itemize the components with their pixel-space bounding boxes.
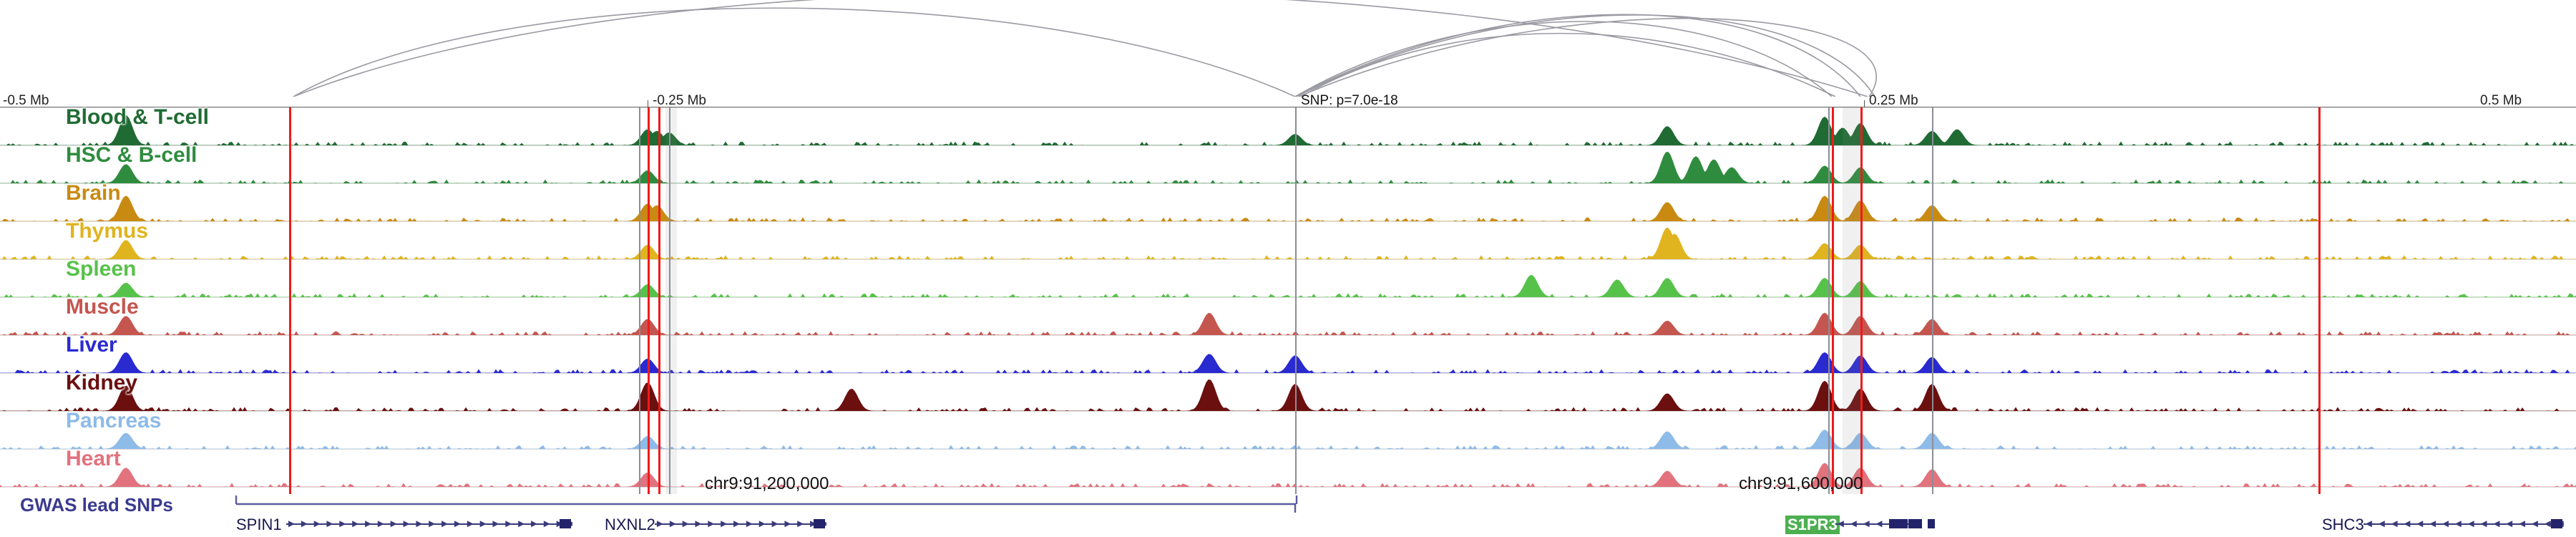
signal-profile (0, 312, 2576, 335)
gene-label[interactable]: S1PR3 (1785, 516, 1840, 534)
track-label-hsc-b-cell: HSC & B-cell (66, 143, 197, 167)
gene-exon (1928, 519, 1935, 528)
gene-exon (1889, 519, 1908, 528)
gwas-label: GWAS lead SNPs (20, 494, 173, 516)
signal-track: Liver (0, 333, 2576, 374)
signal-profile (0, 115, 2576, 145)
signal-profile (0, 352, 2576, 373)
gene-strand-arrows: ◄◄◄◄◄◄◄◄◄◄◄◄◄◄◄◄◄◄◄◄◄◄◄ (2363, 518, 2564, 530)
signal-profile (0, 430, 2576, 449)
ruler-tick-mark (1864, 100, 1865, 107)
track-label-pancreas: Pancreas (66, 409, 162, 432)
gene-body-line (286, 523, 572, 525)
gene-body-line (2363, 523, 2564, 525)
signal-profile (0, 379, 2576, 411)
signal-track: HSC & B-cell (0, 143, 2576, 184)
gene-track: SPIN1 ►►►►►►►►►►►►►►►►►►►►►►►►►►►►►►►►► NX… (0, 514, 2576, 537)
bottom-coordinates: chr9:91,200,000 chr9:91,600,000 (0, 474, 2576, 493)
track-label-kidney: Kidney (66, 371, 138, 395)
gwas-lead-snps-row: GWAS lead SNPs (0, 494, 2576, 516)
gene-body-line (1835, 523, 1921, 525)
signal-track: Muscle (0, 295, 2576, 336)
gene-strand-arrows: ►►►►►►►►►►►►►►►►►►►► (655, 518, 826, 530)
gene-exon (2551, 519, 2562, 528)
gene-exon (814, 519, 825, 528)
coordinate-label-right: chr9:91,600,000 (1739, 474, 1863, 493)
signal-track: Pancreas (0, 409, 2576, 450)
gene-strand-arrows: ►►►►►►►►►►►►►►►►►►►►►►►►►►►►►►►►► (286, 518, 572, 530)
coordinate-ruler: -0.5 Mb -0.25 Mb 0.25 Mb 0.5 Mb (0, 92, 2576, 108)
signal-profile (0, 151, 2576, 183)
ruler-tick-label-left: -0.5 Mb (3, 93, 49, 108)
track-label-brain: Brain (66, 181, 121, 205)
gene-exon (1912, 519, 1922, 528)
ruler-tick-label-right: 0.5 Mb (2480, 93, 2522, 108)
signal-track: Kidney (0, 371, 2576, 412)
gene-body-line (655, 523, 826, 525)
track-label-muscle: Muscle (66, 295, 139, 319)
signal-track: Brain (0, 181, 2576, 222)
signal-profile (0, 274, 2576, 297)
signal-profile (0, 227, 2576, 259)
ruler-tick-label-midleft: -0.25 Mb (653, 93, 706, 108)
gene-label[interactable]: SHC3 (2322, 516, 2364, 533)
signal-profile (0, 195, 2576, 221)
snp-annotation: SNP: p=7.0e-18 (1301, 93, 1398, 108)
track-label-heart: Heart (66, 447, 121, 470)
interaction-arcs (0, 0, 2576, 97)
track-label-thymus: Thymus (66, 219, 149, 243)
gene-exon (560, 519, 571, 528)
gene-label[interactable]: NXNL2 (605, 516, 655, 533)
signal-tracks: Blood & T-cell HSC & B-cell Brain Thymus Spl… (0, 93, 2576, 494)
track-label-blood-t-cell: Blood & T-cell (66, 105, 210, 129)
gene-label[interactable]: SPIN1 (236, 516, 282, 533)
signal-track: Spleen (0, 257, 2576, 298)
gwas-bracket-svg (235, 495, 1298, 513)
signal-track: Blood & T-cell (0, 105, 2576, 146)
track-label-liver: Liver (66, 333, 117, 357)
track-label-spleen: Spleen (66, 257, 137, 281)
arc-svg (293, 0, 1877, 97)
coordinate-label-left: chr9:91,200,000 (705, 474, 829, 493)
signal-track: Thymus (0, 219, 2576, 260)
ruler-tick-label-midright: 0.25 Mb (1869, 93, 1918, 108)
